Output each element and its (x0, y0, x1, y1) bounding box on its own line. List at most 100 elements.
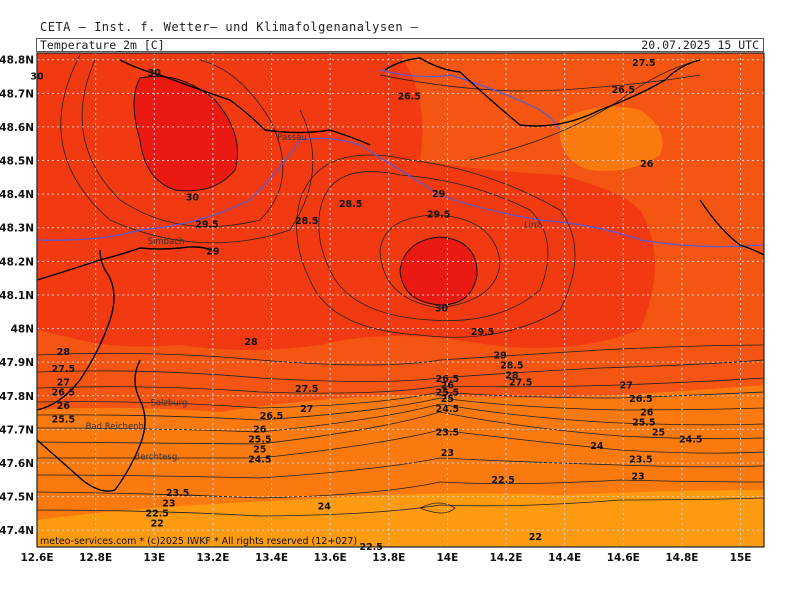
isotherm-label: 27 (620, 381, 633, 392)
lon-tick-label: 14.8E (665, 552, 698, 564)
lon-tick-label: 13E (143, 552, 165, 564)
title-bar: Temperature_2m [C] 20.07.2025 15 UTC (36, 38, 764, 52)
isotherm-label: 25.5 (632, 418, 655, 429)
isotherm-label: 28.5 (339, 199, 362, 210)
isotherm-label: 26 (640, 408, 654, 419)
isotherm-label: 24 (590, 441, 604, 452)
source-title: CETA — Inst. f. Wetter— und Klimafolgena… (40, 20, 419, 34)
lat-tick-label: 47.4N (0, 525, 34, 537)
isotherm-label: 29 (432, 189, 445, 200)
isotherm-label: 26 (441, 381, 455, 392)
variable-label: Temperature_2m [C] (40, 38, 165, 52)
isotherm-label: 23.5 (629, 455, 652, 466)
isotherm-label: 30 (186, 193, 200, 204)
lat-tick-label: 47.5N (0, 492, 34, 504)
isotherm-label: 23.5 (166, 488, 189, 499)
lon-tick-label: 15E (730, 552, 752, 564)
isotherm-label: 29 (206, 246, 219, 257)
lat-tick-label: 48.1N (0, 290, 34, 302)
lon-tick-label: 13.2E (196, 552, 229, 564)
lon-tick-label: 13.8E (372, 552, 405, 564)
lon-tick-label: 13.6E (314, 552, 347, 564)
isotherm-label: 22 (529, 532, 542, 543)
credit-label: meteo-services.com * (c)2025 IWKF * All … (40, 536, 357, 547)
isotherm-lines (37, 54, 764, 517)
isotherm-label: 22.5 (359, 542, 382, 553)
isotherm-label: 27.5 (295, 384, 318, 395)
grid-lines (37, 53, 764, 547)
isotherm-label: 29 (494, 350, 507, 361)
isotherm-label: 28 (244, 337, 258, 348)
isotherm-label: 29.5 (471, 327, 494, 338)
lon-tick-label: 14.6E (607, 552, 640, 564)
place-label: Salzburg (150, 398, 187, 408)
place-label: Berchtesg. (134, 452, 180, 462)
isotherm-label: 27 (57, 377, 70, 388)
isotherm-label: 22 (151, 518, 164, 529)
lat-tick-label: 48.2N (0, 256, 34, 268)
isotherm-label: 25 (652, 428, 665, 439)
lat-tick-label: 48.8N (0, 55, 34, 67)
isotherm-label: 28 (505, 371, 519, 382)
isotherm-label: 26.5 (398, 92, 421, 103)
isotherm-label: 29.5 (195, 219, 218, 230)
zone-coolest-south (37, 490, 764, 547)
axis-labels: 48.8N 48.7N 48.6N 48.5N 48.4N 48.3N 48.2N 48.1N… (0, 55, 751, 564)
isotherm-label: 26.5 (629, 394, 652, 405)
valid-time-label: 20.07.2025 15 UTC (641, 38, 759, 52)
isotherm-label: 29.5 (427, 209, 450, 220)
isotherm-label: 23 (631, 471, 644, 482)
isotherm-labels: 30 303026.527.526.5262928.529.528.529.529… (30, 58, 702, 553)
isotherm-label: 30 (148, 68, 162, 79)
isotherm-label: 26.5 (260, 411, 283, 422)
isotherm-label: 25.5 (248, 434, 271, 445)
lat-tick-label: 47.7N (0, 424, 34, 436)
lat-tick-label: 48.4N (0, 189, 34, 201)
isotherm-label: 27 (300, 404, 313, 415)
lat-tick-label: 47.6N (0, 458, 34, 470)
place-label: Passau (277, 133, 306, 143)
isotherm-label: 22.5 (145, 508, 168, 519)
zone-cool-northeast (559, 106, 663, 171)
country-border (37, 57, 764, 492)
isotherm-label: 26 (57, 401, 71, 412)
isotherm-label: 26.5 (436, 374, 459, 385)
isotherm-label: 23.5 (436, 428, 459, 439)
isotherm-label: 28.5 (500, 361, 523, 372)
isotherm-label: 27.5 (52, 364, 75, 375)
lon-tick-label: 12.8E (79, 552, 112, 564)
lon-tick-label: 14E (437, 552, 459, 564)
lat-tick-label: 48.6N (0, 122, 34, 134)
lon-tick-label: 12.6E (20, 552, 53, 564)
isotherm-label: 24.5 (679, 434, 702, 445)
place-label: Simbach (148, 237, 185, 247)
isotherm-label: 25 (441, 394, 454, 405)
lon-tick-label: 14.2E (489, 552, 522, 564)
isotherm-label: 30 (435, 303, 449, 314)
isotherm-label: 26.5 (612, 85, 635, 96)
isotherm-label: 24.5 (248, 455, 271, 466)
lon-tick-label: 14.4E (548, 552, 581, 564)
isotherm-label: 25.5 (436, 387, 459, 398)
lat-tick-label: 48.3N (0, 223, 34, 235)
lat-tick-label: 48N (11, 324, 34, 336)
isotherm-label: 27.5 (632, 58, 655, 69)
place-labels: Passau Simbach Linz Salzburg Bad Reichenh. Be… (86, 133, 542, 462)
isotherm-label: 26 (253, 424, 267, 435)
lat-tick-label: 48.7N (0, 88, 34, 100)
place-label: Bad Reichenh. (86, 422, 147, 432)
isotherm-label: 28.5 (295, 216, 318, 227)
isotherm-label: 25.5 (52, 414, 75, 425)
isotherm-label: 30 (30, 72, 44, 83)
map-frame (36, 52, 765, 548)
lon-tick-label: 13.4E (255, 552, 288, 564)
isotherm-label: 27.5 (509, 377, 532, 388)
isotherm-label: 23 (441, 448, 454, 459)
lat-tick-label: 47.8N (0, 391, 34, 403)
warm-core-center (399, 236, 478, 306)
isotherm-label: 28 (57, 347, 71, 358)
map-field (37, 53, 764, 547)
isotherm-label: 24 (318, 502, 332, 513)
isotherm-label: 26 (640, 159, 654, 170)
